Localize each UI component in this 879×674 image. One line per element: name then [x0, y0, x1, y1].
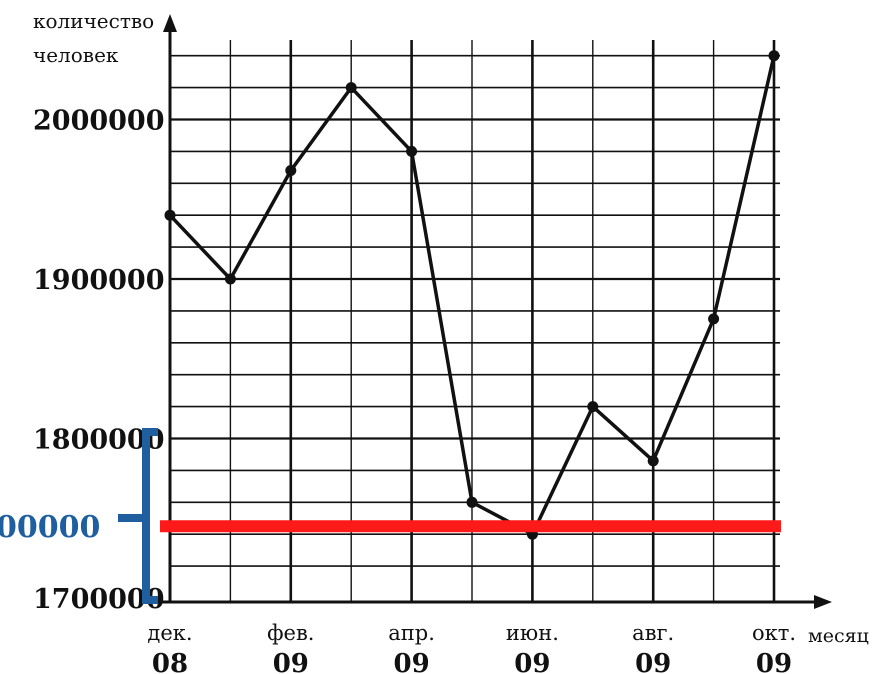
- data-point: [164, 209, 176, 221]
- highlight-bracket: [118, 428, 158, 604]
- x-tick-year: 09: [756, 649, 792, 674]
- data-point: [647, 455, 659, 467]
- x-tick-month: апр.: [388, 621, 435, 645]
- data-point: [345, 82, 357, 94]
- x-tick-year: 09: [635, 649, 671, 674]
- x-tick-month: июн.: [506, 621, 559, 645]
- x-tick-year: 09: [514, 649, 550, 674]
- x-axis-label: месяц: [808, 625, 869, 647]
- highlight-overlay: 00000: [0, 428, 781, 604]
- y-tick-label: 2000000: [33, 106, 165, 137]
- y-axis-label-line2: человек: [33, 43, 119, 67]
- x-tick-month: авг.: [632, 621, 674, 645]
- axes: [160, 14, 832, 609]
- x-tick-month: окт.: [752, 621, 796, 645]
- data-point: [768, 50, 780, 62]
- data-point: [708, 313, 720, 325]
- x-tick-labels: дек. 08 фев. 09 апр. 09 июн. 09 авг. 09 окт. 09: [147, 621, 796, 674]
- x-axis-arrow: [814, 595, 832, 609]
- series-line-group: [164, 50, 780, 540]
- x-tick-month: фев.: [267, 621, 314, 645]
- x-tick-year: 08: [152, 649, 188, 674]
- y-axis-arrow: [163, 14, 177, 32]
- data-point: [285, 165, 297, 177]
- grid-lines: [170, 40, 780, 602]
- y-tick-label: 1900000: [33, 265, 165, 296]
- data-point: [224, 273, 236, 285]
- highlight-value-label: 00000: [0, 510, 100, 545]
- y-axis-label-line1: количество: [33, 9, 154, 33]
- x-tick-year: 09: [273, 649, 309, 674]
- data-point: [466, 496, 478, 508]
- data-point: [587, 401, 599, 413]
- x-tick-month: дек.: [147, 621, 192, 645]
- x-tick-year: 09: [394, 649, 430, 674]
- data-point: [406, 145, 418, 157]
